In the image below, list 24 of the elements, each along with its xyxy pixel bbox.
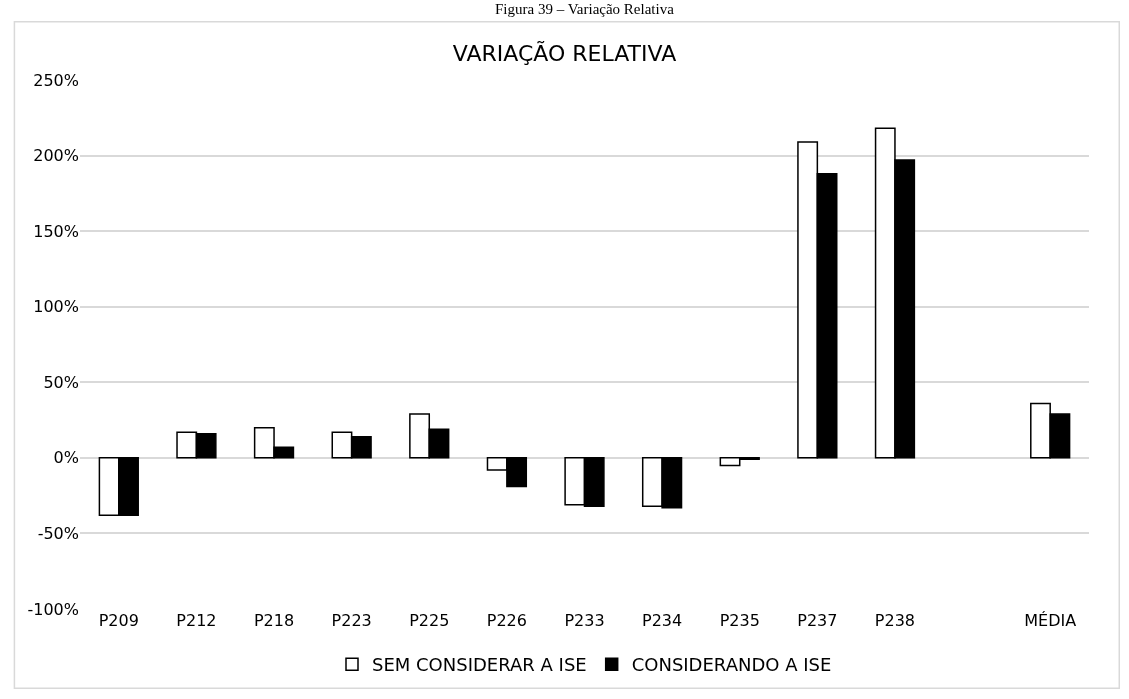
y-tick-label: -50% <box>37 524 79 544</box>
y-tick-label: 250% <box>33 70 79 90</box>
x-tick-label: P209 <box>98 611 139 630</box>
x-tick-label: P218 <box>253 611 295 630</box>
x-tick-label: P235 <box>719 611 760 630</box>
x-tick-label: P237 <box>797 611 838 630</box>
legend-label: CONSIDERANDO A ISE <box>631 654 832 676</box>
y-tick-label: 150% <box>33 221 79 241</box>
x-tick-label: P212 <box>176 611 217 630</box>
legend-label: SEM CONSIDERAR A ISE <box>372 654 587 676</box>
x-tick-label: P226 <box>486 611 527 630</box>
x-tick-label: P225 <box>409 611 450 630</box>
x-tick-label: P234 <box>642 611 683 630</box>
text: Figura 39 – Variação Relativa <box>495 1 675 17</box>
y-tick-label: -100% <box>27 599 79 619</box>
y-tick-label: 200% <box>33 146 79 166</box>
chart-title: VARIAÇÃO RELATIVA <box>452 39 677 66</box>
x-tick-label: P233 <box>564 611 605 630</box>
x-tick-label: P223 <box>331 611 372 630</box>
y-tick-label: 50% <box>43 372 79 392</box>
y-tick-label: 0% <box>53 448 79 468</box>
x-tick-label: P238 <box>874 611 916 630</box>
y-tick-label: 100% <box>33 297 79 317</box>
x-tick-label: MÉDIA <box>1024 611 1077 630</box>
